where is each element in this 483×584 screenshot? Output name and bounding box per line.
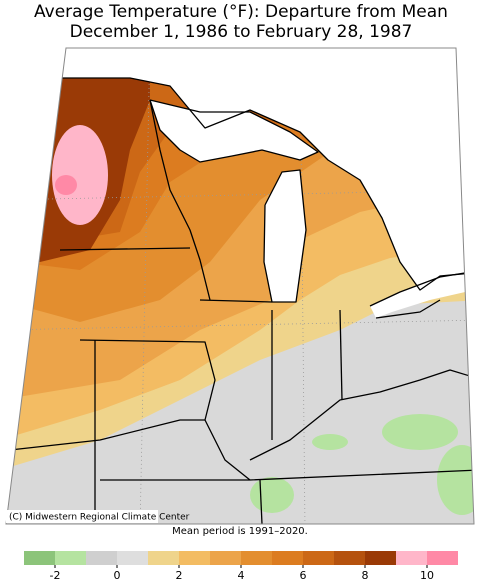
legend-swatch [241, 551, 272, 565]
legend-swatch [210, 551, 241, 565]
legend-tick-label: -2 [50, 569, 61, 582]
legend-tick-label: 10 [420, 569, 434, 582]
title-line: Average Temperature (°F): Departure from… [34, 2, 448, 22]
legend-swatch [117, 551, 148, 565]
legend-swatch [272, 551, 303, 565]
mean-note: Mean period is 1991–2020. [172, 526, 308, 537]
legend-swatch [148, 551, 179, 565]
legend-swatch [179, 551, 210, 565]
legend-swatch [86, 551, 117, 565]
legend: -2 0 2 4 6 8 10 [24, 551, 458, 582]
credit: (C) Midwestern Regional Climate Center [9, 513, 190, 523]
legend-swatch [55, 551, 86, 565]
legend-tick-label: 0 [114, 569, 121, 582]
legend-swatch [365, 551, 396, 565]
map [6, 48, 474, 524]
legend-tick-label: 6 [300, 569, 307, 582]
legend-tick-label: 8 [362, 569, 369, 582]
legend-swatch [303, 551, 334, 565]
legend-tick-label: 2 [176, 569, 183, 582]
title-line: December 1, 1986 to February 28, 1987 [70, 22, 413, 42]
legend-swatch [427, 551, 458, 565]
legend-tick-label: 4 [238, 569, 245, 582]
legend-swatch [396, 551, 427, 565]
legend-swatch [24, 551, 55, 565]
map-frame [5, 47, 475, 525]
legend-swatch [334, 551, 365, 565]
credit-box [6, 510, 158, 523]
